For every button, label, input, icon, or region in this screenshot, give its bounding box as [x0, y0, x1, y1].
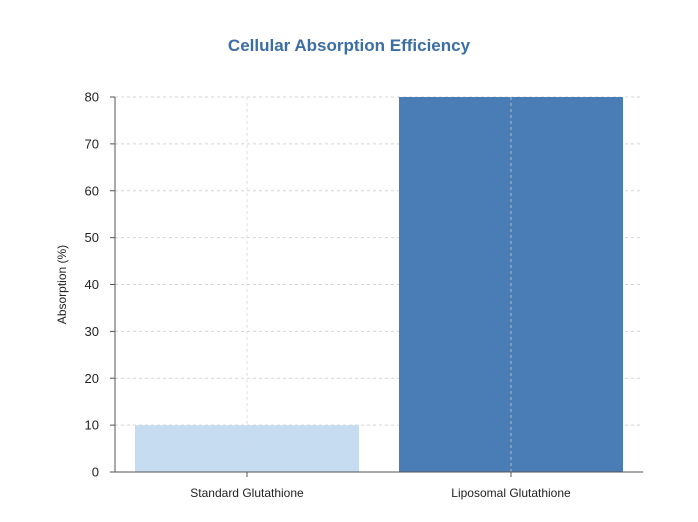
y-tick-label: 80 [85, 90, 99, 105]
y-tick-label: 50 [85, 230, 99, 245]
x-category-label: Liposomal Glutathione [451, 486, 571, 500]
x-category-label: Standard Glutathione [190, 486, 304, 500]
axis-layer [110, 96, 643, 477]
y-tick-labels: 0 10 20 30 40 50 60 70 80 [85, 90, 99, 480]
y-tick-label: 40 [85, 277, 99, 292]
y-tick-label: 0 [92, 465, 99, 480]
y-axis-title: Absorption (%) [55, 245, 69, 324]
y-tick-label: 70 [85, 136, 99, 151]
vertical-grid-layer [246, 97, 512, 472]
y-tick-label: 30 [85, 324, 99, 339]
y-tick-label: 20 [85, 371, 99, 386]
chart-title: Cellular Absorption Efficiency [227, 36, 471, 55]
y-tick-label: 10 [85, 418, 99, 433]
y-tick-label: 60 [85, 183, 99, 198]
x-category-labels: Standard Glutathione Liposomal Glutathion… [190, 486, 571, 500]
